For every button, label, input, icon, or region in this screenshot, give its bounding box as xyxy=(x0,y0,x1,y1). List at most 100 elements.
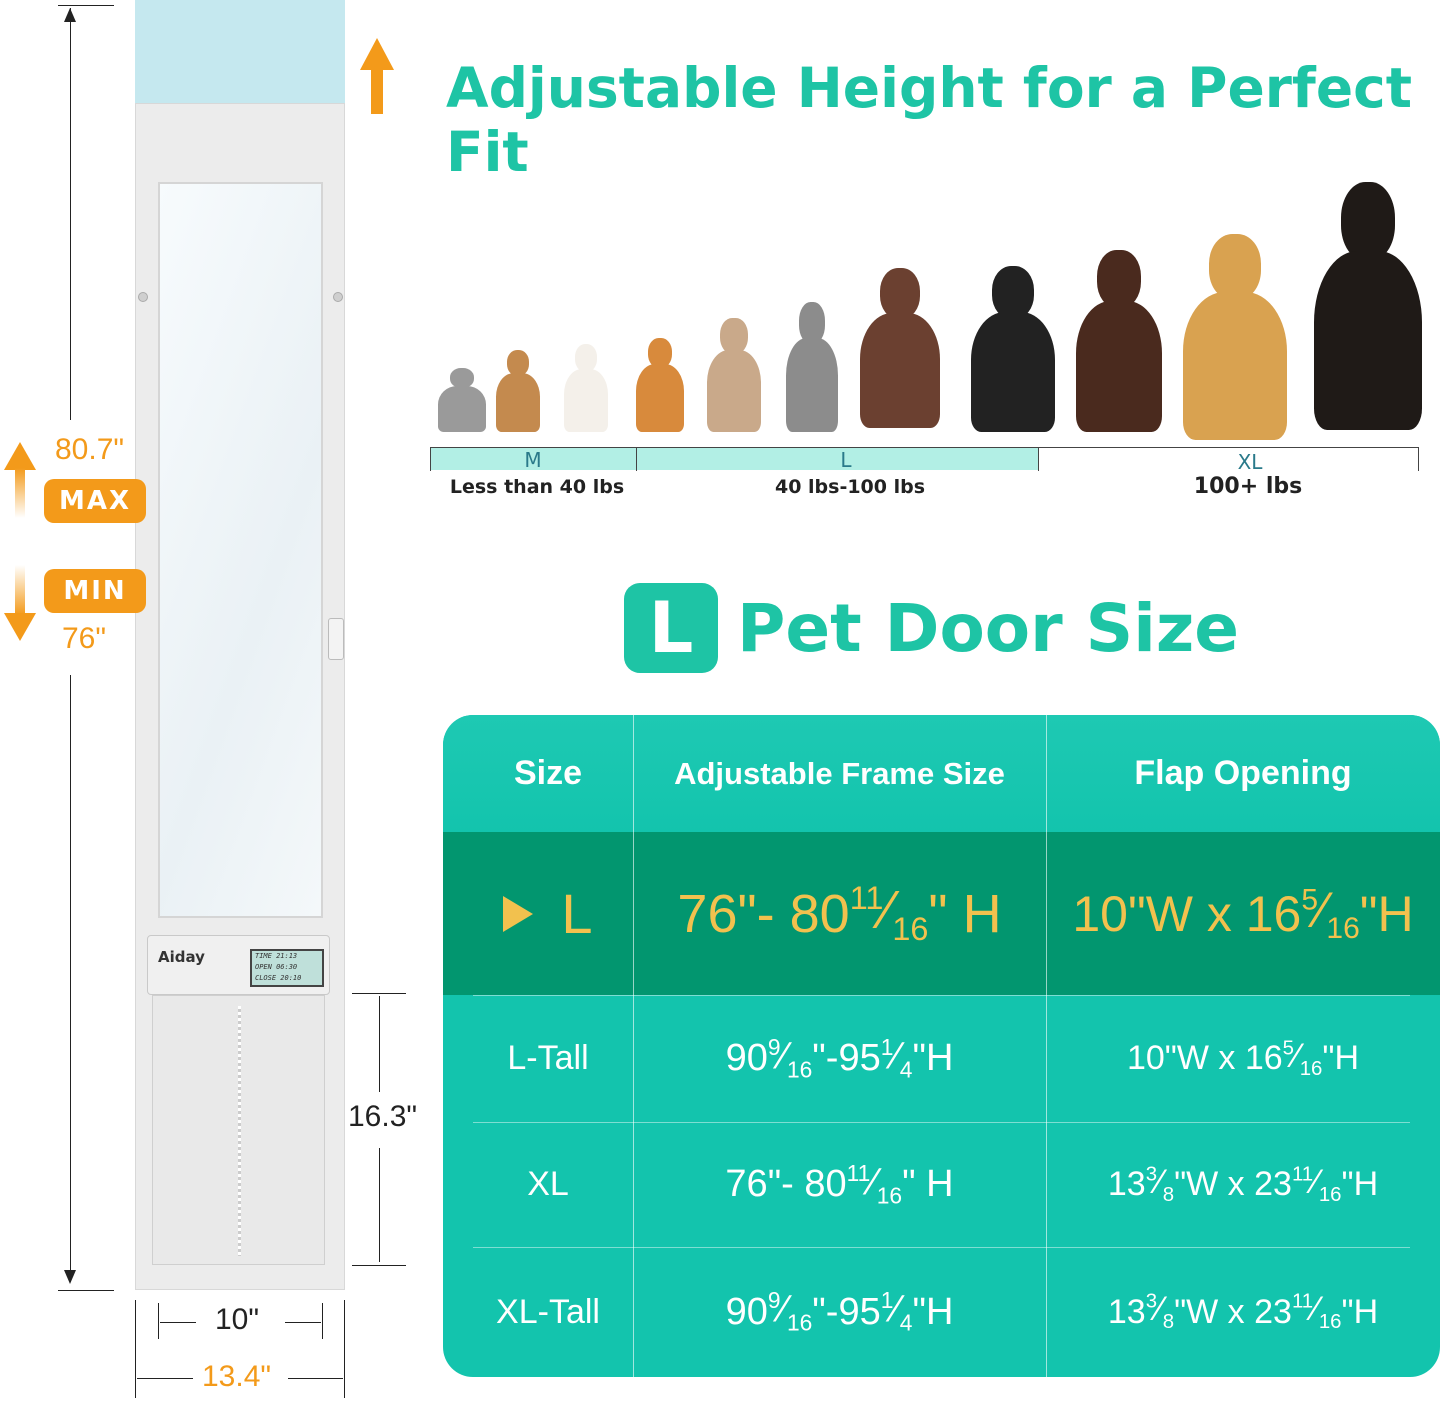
arrow-up-icon xyxy=(360,38,394,70)
dimension-tick xyxy=(58,5,114,6)
arrow-down-shaft xyxy=(15,565,25,615)
fraction-denominator: 16 xyxy=(1318,1183,1342,1206)
scale-tick xyxy=(636,447,637,471)
flap-opening-cell: 13 3⁄8 "W x 23 11⁄16 "H xyxy=(1107,1290,1379,1333)
frame-size-cell: 90 9⁄16 "-95 1⁄4 "H xyxy=(725,1033,954,1083)
value-text: 76"- 80 xyxy=(677,883,850,944)
scale-size-l: L xyxy=(840,448,852,472)
flap-opening-cell: 10"W x 16 5⁄16 "H xyxy=(1126,1036,1360,1080)
table-row: L 76"- 80 11⁄16 " H 10"W x 16 5⁄16 "H xyxy=(443,832,1440,995)
size-badge: L xyxy=(624,583,718,673)
dimension-line xyxy=(285,1322,321,1323)
fraction-denominator: 8 xyxy=(1162,1183,1175,1206)
arrow-up-shaft xyxy=(371,68,383,114)
lcd-display: TIME 21:13 OPEN 06:30 CLOSE 20:10 xyxy=(250,949,324,987)
value-text: " H xyxy=(902,1163,954,1205)
dog-icon xyxy=(630,338,690,432)
arrow-up-icon xyxy=(4,442,36,470)
dimension-tick xyxy=(322,1303,323,1339)
max-label: MAX xyxy=(44,479,146,523)
scale-segment-m xyxy=(431,448,636,470)
door-glass xyxy=(158,182,323,918)
fraction-denominator: 16 xyxy=(876,1182,903,1209)
dimension-tick xyxy=(58,1290,114,1291)
fraction-numerator: 5 xyxy=(1301,883,1319,917)
dimension-line xyxy=(288,1378,343,1379)
scale-line xyxy=(430,447,1418,448)
value-text: "-95 xyxy=(812,1290,881,1333)
value-text: 13 xyxy=(1107,1165,1146,1203)
dog-icon xyxy=(700,318,768,432)
column-divider xyxy=(633,715,634,1377)
scale-weight-xl: 100+ lbs xyxy=(1193,474,1303,499)
screw-icon xyxy=(333,292,343,302)
fraction-numerator: 1 xyxy=(880,1287,894,1314)
door-latch xyxy=(328,618,344,660)
dog-icon xyxy=(1065,250,1173,432)
dog-icon xyxy=(1300,182,1436,430)
dimension-line xyxy=(137,1378,193,1379)
value-text: "-95 xyxy=(812,1037,881,1079)
size-cell: XL xyxy=(443,1122,653,1247)
dog-icon xyxy=(780,302,844,432)
dimension-tick xyxy=(158,1303,159,1339)
dog-icon xyxy=(1170,234,1300,440)
size-value: XL xyxy=(527,1165,569,1203)
value-text: 13 xyxy=(1107,1292,1146,1331)
fraction-denominator: 4 xyxy=(899,1309,913,1336)
pet-flap xyxy=(152,995,325,1265)
arrow-up-icon xyxy=(64,8,76,22)
fraction-denominator: 16 xyxy=(786,1309,813,1336)
fraction-numerator: 11 xyxy=(1291,1290,1314,1313)
fraction-denominator: 8 xyxy=(1162,1310,1175,1333)
size-value: XL-Tall xyxy=(496,1292,600,1331)
size-cell: L-Tall xyxy=(443,995,653,1122)
frame-size-cell: 76"- 80 11⁄16 " H xyxy=(725,1159,954,1209)
value-text: "H xyxy=(1359,885,1414,942)
row-divider xyxy=(473,1122,1410,1123)
min-height-value: 76" xyxy=(62,622,107,655)
dog-icon xyxy=(432,368,492,432)
size-cell: XL-Tall xyxy=(443,1247,653,1377)
value-text: "H xyxy=(1322,1039,1360,1077)
dimension-line xyxy=(379,996,380,1092)
brand-logo: Aiday xyxy=(158,948,205,966)
lcd-line: OPEN 06:30 xyxy=(255,963,298,971)
lcd-line: CLOSE 20:10 xyxy=(255,974,302,982)
dimension-line xyxy=(160,1322,196,1323)
scale-size-m: M xyxy=(524,448,542,472)
screw-icon xyxy=(138,292,148,302)
flap-width-value: 10" xyxy=(215,1303,260,1336)
dog-icon xyxy=(490,350,546,432)
dog-icon xyxy=(960,266,1066,432)
fraction-numerator: 3 xyxy=(1145,1290,1158,1313)
fraction-numerator: 9 xyxy=(767,1287,781,1314)
scale-tick xyxy=(430,447,431,471)
dimension-tick xyxy=(135,1300,136,1398)
min-label: MIN xyxy=(44,569,146,613)
arrow-down-icon xyxy=(64,1270,76,1284)
dimension-line xyxy=(379,1148,380,1262)
fraction-denominator: 16 xyxy=(1326,912,1360,945)
row-divider xyxy=(473,1247,1410,1248)
pointer-arrow-icon xyxy=(503,895,534,932)
fraction-numerator: 11 xyxy=(849,880,884,917)
table-row: XL-Tall 90 9⁄16 "-95 1⁄4 "H 13 3⁄8 "W x 23 11⁄… xyxy=(443,1247,1440,1377)
dog-icon xyxy=(850,268,950,428)
page-title: Adjustable Height for a Perfect Fit xyxy=(446,56,1413,184)
flap-opening-cell: 13 3⁄8 "W x 23 11⁄16 "H xyxy=(1107,1162,1379,1206)
value-text: "H xyxy=(912,1290,954,1333)
scale-weight-l: 40 lbs-100 lbs xyxy=(774,476,926,498)
size-title: Pet Door Size xyxy=(737,590,1239,667)
fraction-denominator: 16 xyxy=(1318,1310,1342,1333)
table-header-row: Size Adjustable Frame Size Flap Opening xyxy=(443,715,1440,832)
header-frame-size: Adjustable Frame Size xyxy=(674,755,1005,791)
frame-size-cell: 90 9⁄16 "-95 1⁄4 "H xyxy=(725,1287,954,1336)
arrow-up-shaft xyxy=(15,468,25,518)
row-divider xyxy=(473,995,1410,996)
flap-opening-cell: 10"W x 16 5⁄16 "H xyxy=(1072,882,1414,945)
scale-segment-l xyxy=(637,448,1038,470)
door-top-extension xyxy=(135,0,345,106)
fraction-numerator: 1 xyxy=(880,1033,894,1060)
scale-weight-m: Less than 40 lbs xyxy=(449,476,625,498)
